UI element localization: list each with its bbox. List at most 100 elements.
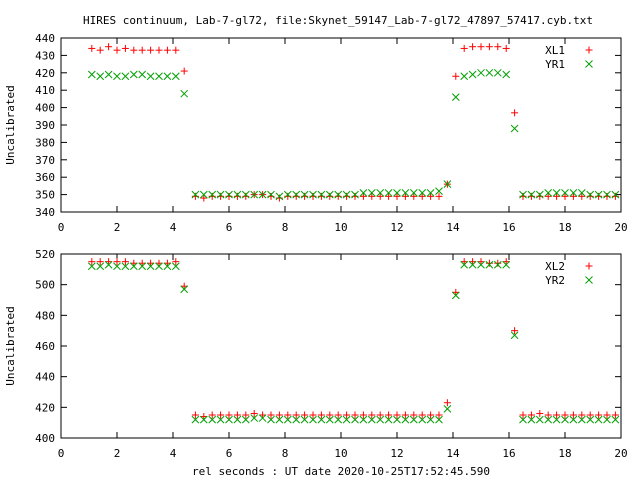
data-point [351, 411, 359, 419]
marker-stroke [485, 260, 494, 269]
marker-stroke [292, 190, 301, 199]
marker-stroke [519, 190, 527, 199]
y-tick-label: 350 [35, 189, 55, 202]
data-point [376, 192, 384, 200]
y-tick-label: 390 [35, 119, 55, 132]
y-tick-label: 410 [35, 84, 55, 97]
marker-stroke [527, 415, 536, 424]
data-point [105, 43, 113, 51]
data-point [409, 415, 418, 424]
marker-stroke [468, 260, 477, 269]
data-point [536, 409, 544, 417]
data-point [561, 189, 569, 197]
data-point [113, 262, 121, 271]
data-point [586, 415, 595, 424]
data-point [309, 190, 317, 199]
data-point [426, 415, 435, 424]
data-point [147, 259, 155, 267]
data-point [275, 194, 283, 202]
y-tick-label: 370 [35, 154, 55, 167]
plot-frame [60, 253, 622, 439]
data-point [594, 415, 603, 424]
marker-stroke [275, 192, 284, 201]
data-point [233, 415, 242, 424]
marker-stroke [258, 190, 267, 199]
marker-stroke [208, 415, 217, 424]
data-point [451, 93, 460, 102]
data-point [553, 411, 561, 419]
marker-stroke [460, 72, 469, 81]
data-point [502, 44, 510, 52]
data-point [309, 415, 317, 424]
marker-stroke [351, 190, 359, 199]
data-point [208, 190, 217, 199]
marker-stroke [376, 415, 385, 424]
data-point [96, 46, 104, 54]
marker-stroke [426, 189, 435, 197]
data-point [163, 262, 172, 271]
data-point [275, 411, 283, 419]
data-point [121, 258, 129, 266]
data-point [180, 89, 189, 98]
data-point [343, 411, 351, 419]
marker-stroke [342, 415, 351, 424]
marker-stroke [180, 285, 189, 294]
marker-stroke [585, 276, 593, 284]
data-point [552, 189, 561, 197]
data-point [510, 124, 519, 133]
marker-stroke [342, 190, 351, 199]
data-point [180, 285, 189, 294]
x-tick-label: 6 [226, 447, 233, 460]
data-point [561, 415, 569, 424]
marker-stroke [155, 72, 163, 81]
marker-stroke [552, 189, 561, 197]
marker-stroke [418, 189, 427, 197]
x-tick-label: 2 [114, 221, 121, 234]
data-point [121, 44, 129, 52]
x-tick-label: 10 [334, 221, 347, 234]
data-point [317, 415, 326, 424]
data-point [113, 46, 121, 54]
data-point [130, 259, 138, 267]
data-point [292, 415, 301, 424]
marker-stroke [577, 415, 586, 424]
data-point [317, 192, 325, 200]
marker-stroke [510, 331, 519, 340]
marker-stroke [241, 190, 250, 199]
x-tick-label: 8 [282, 221, 289, 234]
marker-stroke [275, 415, 284, 424]
data-point [225, 192, 233, 200]
marker-stroke [225, 415, 233, 424]
y-tick-label: 380 [35, 136, 55, 149]
marker-stroke [594, 415, 603, 424]
data-point [426, 189, 435, 197]
marker-stroke [569, 189, 578, 197]
data-point [301, 411, 309, 419]
data-point [146, 262, 155, 271]
data-point [191, 411, 199, 419]
marker-stroke [216, 415, 225, 424]
data-point [376, 415, 385, 424]
data-point [544, 415, 553, 424]
data-point [595, 411, 603, 419]
marker-stroke [535, 190, 544, 199]
data-point [300, 190, 309, 199]
marker-stroke [163, 72, 172, 81]
y-tick-label: 340 [35, 206, 55, 219]
data-point [147, 46, 155, 54]
marker-stroke [267, 190, 275, 199]
data-point [485, 43, 493, 51]
data-point [191, 415, 200, 424]
x-tick-label: 2 [114, 447, 121, 460]
x-tick-label: 18 [558, 447, 571, 460]
marker-stroke [300, 190, 309, 199]
marker-stroke [535, 415, 544, 424]
data-point [502, 260, 511, 269]
data-point [155, 259, 163, 267]
data-point [611, 411, 619, 419]
legend-label: XL2 [545, 260, 565, 273]
marker-stroke [468, 70, 477, 79]
data-point [326, 192, 334, 200]
marker-stroke [359, 189, 368, 197]
data-point [469, 43, 477, 51]
